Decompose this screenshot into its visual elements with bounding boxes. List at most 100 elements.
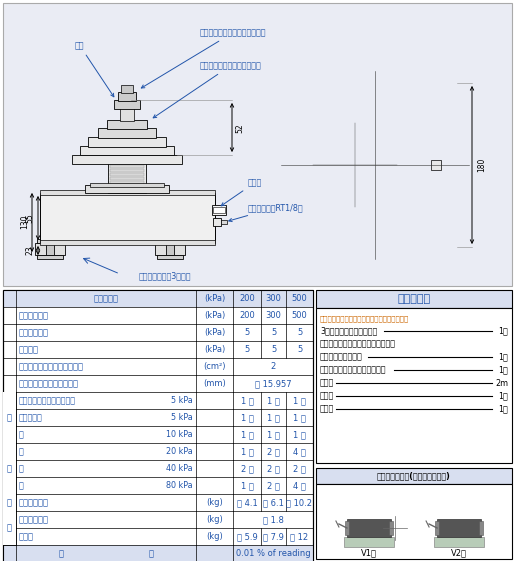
Text: 重: 重 (7, 396, 12, 405)
Bar (114, 100, 140, 109)
Text: 5: 5 (297, 345, 302, 354)
Bar (389, 521, 393, 535)
Bar (344, 537, 394, 547)
Text: 重錘表示量: 重錘表示量 (19, 413, 43, 422)
Bar (110, 181, 144, 184)
Bar (212, 205, 226, 215)
Text: 0.01 % of reading: 0.01 % of reading (236, 549, 311, 558)
Text: (cm²): (cm²) (203, 362, 226, 371)
Text: 40 kPa: 40 kPa (166, 464, 193, 473)
Text: 1 個: 1 個 (267, 430, 280, 439)
Text: 2: 2 (270, 362, 276, 371)
Text: 約 15.957: 約 15.957 (255, 379, 291, 388)
Bar (316, 308, 512, 463)
Text: 1 個: 1 個 (241, 481, 253, 490)
Text: 4 個: 4 個 (293, 481, 306, 490)
Bar (213, 218, 221, 226)
Bar (120, 108, 134, 121)
Bar (431, 160, 441, 170)
Text: 錘: 錘 (7, 464, 12, 473)
Text: 5 kPa: 5 kPa (171, 396, 193, 405)
Text: 付　属　品: 付 属 品 (398, 294, 431, 304)
Text: ペーパー巻き付け具: ペーパー巻き付け具 (320, 352, 363, 361)
Text: ピストン・シリンダクリーニング用: ピストン・シリンダクリーニング用 (320, 339, 396, 348)
Text: (kPa): (kPa) (204, 328, 225, 337)
Text: 1式: 1式 (498, 366, 508, 375)
Text: 0.01 % of reading: 0.01 % of reading (236, 549, 311, 558)
Bar (80, 146, 174, 155)
Bar (437, 519, 481, 537)
Text: 約 1.8: 約 1.8 (263, 515, 283, 524)
Text: 最大測定圧力: 最大測定圧力 (19, 311, 49, 320)
Bar (110, 177, 144, 180)
Bar (3, 290, 313, 307)
Text: 23: 23 (26, 245, 35, 255)
Text: ピストン・シリンダの直径: ピストン・シリンダの直径 (19, 379, 79, 388)
Text: 500: 500 (291, 311, 307, 320)
Bar (234, 546, 313, 561)
Bar (110, 173, 144, 176)
Bar (316, 290, 512, 308)
Text: 3方継手（ゴム管接続用）: 3方継手（ゴム管接続用） (320, 327, 377, 335)
Bar (435, 521, 439, 535)
Text: 〃: 〃 (19, 447, 24, 456)
Bar (85, 185, 169, 193)
Text: 〃: 〃 (19, 464, 24, 473)
Text: 約 15.957: 約 15.957 (255, 379, 291, 388)
Bar (234, 512, 313, 527)
Bar (35, 243, 65, 255)
Text: 20 kPa: 20 kPa (166, 447, 193, 456)
Text: 量: 量 (7, 532, 12, 541)
Text: 推奨する圧力源(手動加圧ポンプ): 推奨する圧力源(手動加圧ポンプ) (377, 471, 451, 481)
Text: 重: 重 (7, 413, 12, 422)
Text: V1型: V1型 (361, 549, 377, 558)
Bar (40, 190, 215, 195)
Text: 1 個: 1 個 (293, 413, 306, 422)
Bar (110, 185, 144, 188)
Text: 2: 2 (270, 362, 276, 371)
Text: 1 個: 1 個 (267, 396, 280, 405)
Text: 1個: 1個 (498, 327, 508, 335)
Text: 1本: 1本 (498, 392, 508, 401)
Bar (118, 92, 136, 101)
Text: 水準器: 水準器 (221, 178, 262, 206)
Text: 5: 5 (271, 345, 276, 354)
Bar (3, 545, 313, 561)
Text: 約 6.1: 約 6.1 (263, 498, 284, 507)
Bar (121, 85, 133, 93)
Bar (345, 521, 349, 535)
Text: 重錘の総質量: 重錘の総質量 (19, 498, 49, 507)
Text: 4 個: 4 個 (293, 447, 306, 456)
Bar (316, 468, 512, 484)
Text: 最小区分: 最小区分 (19, 345, 39, 354)
Text: 度: 度 (148, 549, 153, 558)
Text: 水平調整ねじ（3カ所）: 水平調整ねじ（3カ所） (139, 271, 191, 280)
Text: 1箱: 1箱 (498, 404, 508, 413)
Bar (157, 255, 183, 259)
Text: 180: 180 (477, 158, 487, 172)
Text: 5: 5 (245, 328, 250, 337)
Text: 2 個: 2 個 (267, 464, 280, 473)
Bar (3, 511, 16, 545)
Text: 最小測定圧力: 最小測定圧力 (19, 328, 49, 337)
Bar (213, 207, 225, 213)
Text: 約 7.9: 約 7.9 (263, 532, 284, 541)
Bar (3, 443, 16, 494)
Text: 錘: 錘 (7, 464, 12, 473)
Bar (479, 521, 483, 535)
Text: V2型: V2型 (451, 549, 467, 558)
Text: 本体の総質量: 本体の総質量 (19, 515, 49, 524)
Text: 300: 300 (266, 311, 281, 320)
Text: 約 10.2: 約 10.2 (286, 498, 313, 507)
Text: 1 個: 1 個 (241, 447, 253, 456)
Text: (kg): (kg) (206, 515, 223, 524)
Bar (3, 392, 16, 443)
Bar (40, 240, 215, 245)
Bar (37, 239, 63, 243)
Text: 付属品及び重錘は格納箱に収納してあります。: 付属品及び重錘は格納箱に収納してあります。 (320, 316, 409, 323)
Text: (kPa): (kPa) (204, 311, 225, 320)
Bar (3, 290, 313, 561)
Bar (88, 137, 166, 147)
Text: ピストン・シリンダ用ペーパー: ピストン・シリンダ用ペーパー (320, 366, 386, 375)
Text: 量: 量 (7, 523, 12, 532)
